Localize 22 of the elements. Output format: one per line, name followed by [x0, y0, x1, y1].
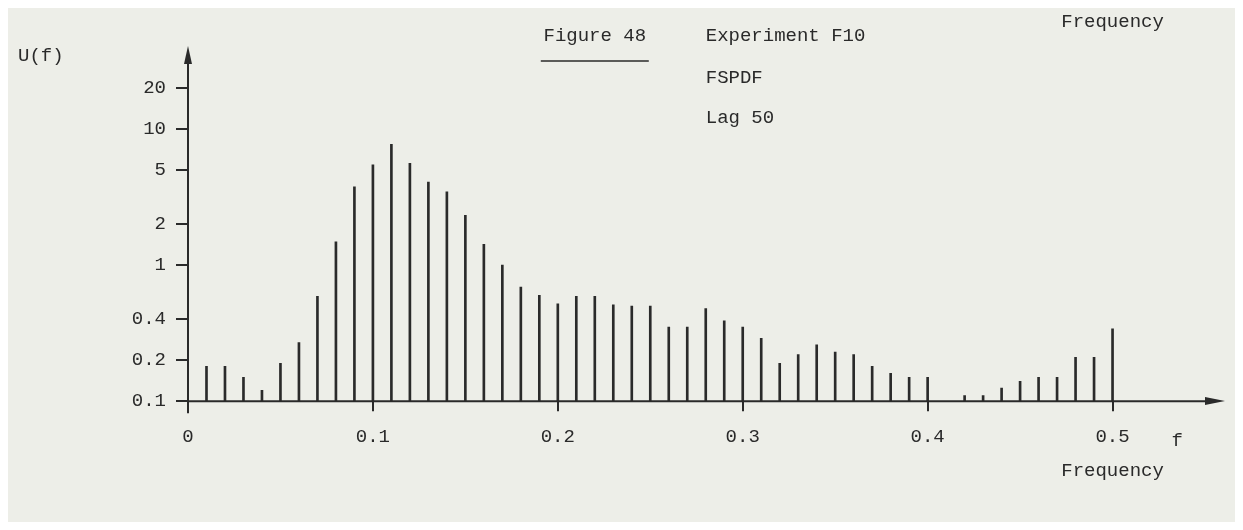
x-tick-label: 0.1 [355, 425, 391, 448]
x-axis-title: Frequency [1061, 460, 1164, 483]
x-tick-label: 0.5 [1095, 425, 1130, 448]
annotation: FSPDF [705, 67, 763, 90]
x-tick-label: 0.2 [540, 425, 575, 448]
text: Experiment F10 [705, 25, 866, 48]
annotation: Lag 50 [705, 107, 775, 130]
y-tick-label: 5 [154, 158, 166, 181]
y-tick-label: 2 [154, 213, 166, 236]
y-tick-label: 20 [143, 77, 166, 99]
y-tick-label: 0.4 [131, 308, 166, 331]
y-tick-label: 10 [143, 117, 166, 140]
x-tick-label: 0.4 [910, 425, 945, 448]
x-tick-label: 0.3 [725, 425, 760, 448]
y-tick-label: 1 [154, 254, 166, 277]
y-tick-label: 0.1 [131, 390, 166, 413]
y-axis-title: U(f) [18, 45, 64, 68]
chart-title: Figure 48 [543, 25, 647, 48]
y-tick-label: 0.2 [131, 349, 166, 372]
x-tick-label: 0 [182, 425, 194, 448]
text: Frequency [1061, 11, 1164, 34]
text: f [1171, 430, 1183, 453]
